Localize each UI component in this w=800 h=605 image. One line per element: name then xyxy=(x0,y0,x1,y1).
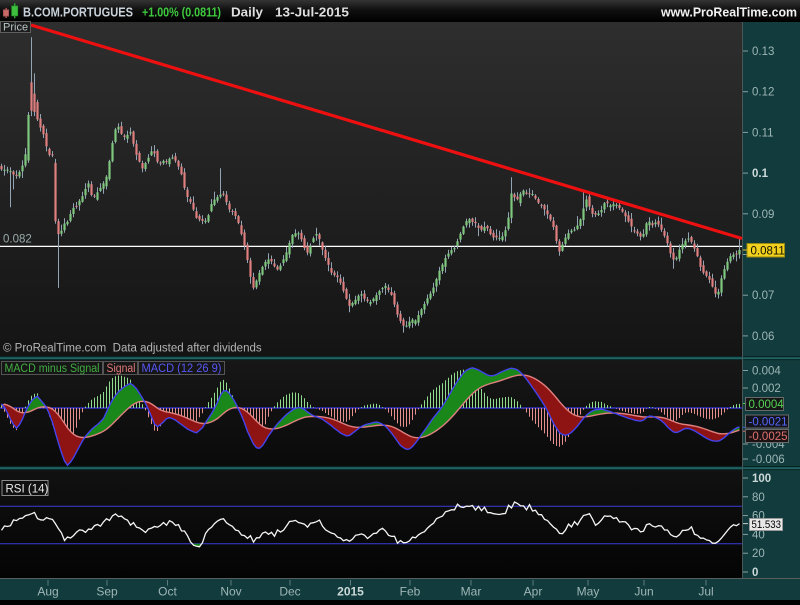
svg-text:Mar: Mar xyxy=(461,585,482,599)
svg-text:0.1: 0.1 xyxy=(752,168,769,180)
svg-text:20: 20 xyxy=(752,548,765,560)
svg-text:0.004: 0.004 xyxy=(752,366,781,378)
svg-text:MACD minus Signal: MACD minus Signal xyxy=(5,363,100,375)
svg-text:Jul: Jul xyxy=(698,585,713,599)
svg-text:0.0811: 0.0811 xyxy=(751,246,785,258)
svg-text:Price: Price xyxy=(3,22,28,34)
svg-text:-0.006: -0.006 xyxy=(752,454,785,466)
svg-text:Signal: Signal xyxy=(107,363,136,375)
svg-text:0.002: 0.002 xyxy=(752,383,781,395)
svg-text:-0.0021: -0.0021 xyxy=(749,417,788,429)
svg-text:80: 80 xyxy=(752,492,765,504)
svg-text:0.0004: 0.0004 xyxy=(749,399,785,411)
svg-text:RSI (14): RSI (14) xyxy=(6,484,49,496)
svg-text:0.082: 0.082 xyxy=(3,233,32,245)
svg-text:100: 100 xyxy=(752,473,771,485)
svg-text:0.09: 0.09 xyxy=(752,209,774,221)
svg-text:Dec: Dec xyxy=(279,585,300,599)
svg-text:MACD (12 26 9): MACD (12 26 9) xyxy=(142,363,222,375)
svg-text:Aug: Aug xyxy=(37,585,58,599)
svg-text:0.12: 0.12 xyxy=(752,87,774,99)
svg-text:B.COM.PORTUGUES: B.COM.PORTUGUES xyxy=(23,6,133,20)
svg-text:Jun: Jun xyxy=(634,585,653,599)
svg-text:www.ProRealTime.com: www.ProRealTime.com xyxy=(660,6,797,20)
svg-text:Feb: Feb xyxy=(400,585,421,599)
svg-text:Oct: Oct xyxy=(158,585,177,599)
svg-text:Apr: Apr xyxy=(524,585,543,599)
svg-text:0.07: 0.07 xyxy=(752,290,774,302)
svg-text:May: May xyxy=(577,585,600,599)
svg-text:Sep: Sep xyxy=(96,585,118,599)
svg-text:13-Jul-2015: 13-Jul-2015 xyxy=(275,6,349,20)
svg-text:© ProRealTime.com Data adjust: © ProRealTime.com Data adjusted after di… xyxy=(3,343,262,355)
svg-text:0.11: 0.11 xyxy=(752,127,774,139)
svg-text:40: 40 xyxy=(752,529,765,541)
svg-text:+1.00% (0.0811): +1.00% (0.0811) xyxy=(142,6,221,20)
svg-text:Daily: Daily xyxy=(231,6,263,20)
svg-text:51.533: 51.533 xyxy=(752,519,782,531)
svg-text:2015: 2015 xyxy=(337,585,364,599)
svg-text:0.06: 0.06 xyxy=(752,331,774,343)
svg-text:-0.0025: -0.0025 xyxy=(749,431,788,443)
svg-text:0.13: 0.13 xyxy=(752,46,774,58)
svg-text:0: 0 xyxy=(752,567,758,579)
svg-text:Nov: Nov xyxy=(220,585,241,599)
